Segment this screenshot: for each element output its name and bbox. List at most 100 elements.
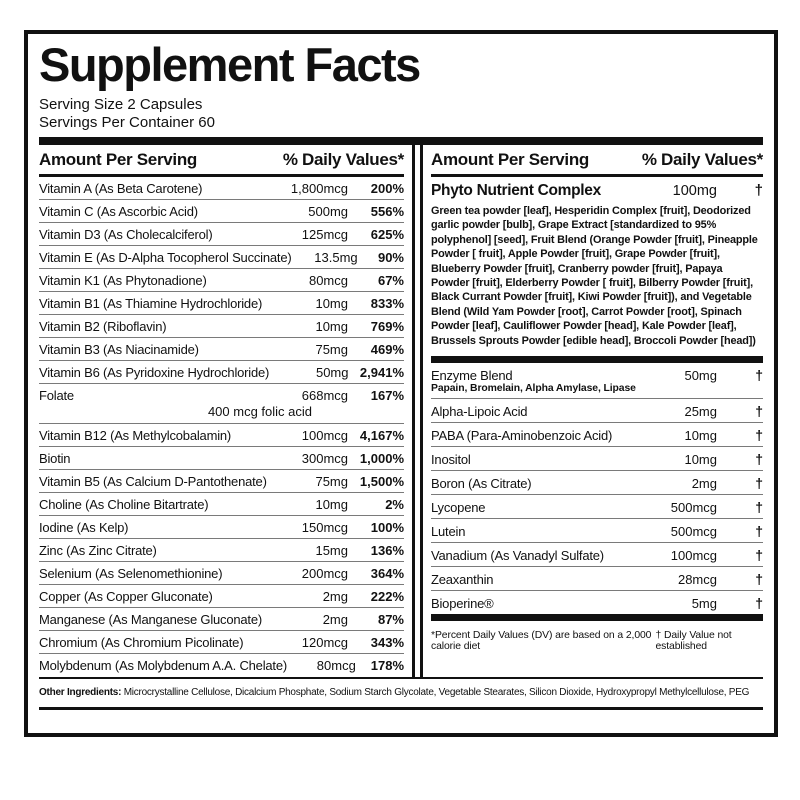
table-row: Boron (As Citrate) 2mg † bbox=[431, 470, 763, 494]
nutrient-amount: 150mcg bbox=[301, 520, 348, 535]
table-row: Enzyme Blend 50mg † Papain, Bromelain, Alph… bbox=[431, 363, 763, 398]
other-ingredients-text: Microcrystalline Cellulose, Dicalcium Ph… bbox=[121, 687, 750, 698]
nutrient-name: PABA (Para-Aminobenzoic Acid) bbox=[431, 428, 613, 444]
nutrient-daily-value: † bbox=[755, 367, 763, 384]
table-row: Bioperine® 5mg † bbox=[431, 590, 763, 614]
nutrient-daily-value: 556% bbox=[370, 204, 404, 219]
nutrient-daily-value: 178% bbox=[370, 658, 404, 673]
nutrient-name: Vitamin B3 (As Niacinamide) bbox=[39, 342, 199, 357]
nutrient-amount: 75mg bbox=[315, 342, 348, 357]
bottom-rule bbox=[39, 707, 763, 710]
nutrient-name: Biotin bbox=[39, 451, 71, 466]
footnote-row: *Percent Daily Values (DV) are based on … bbox=[431, 621, 763, 652]
nutrient-daily-value: 1,500% bbox=[359, 474, 404, 489]
nutrient-name: Vitamin E (As D-Alpha Tocopherol Succina… bbox=[39, 250, 292, 265]
nutrient-amount: 75mg bbox=[315, 474, 348, 489]
nutrient-daily-value: 87% bbox=[377, 612, 404, 627]
nutrient-amount: 100mcg bbox=[670, 548, 717, 564]
nutrient-amount: 10mg bbox=[315, 296, 348, 311]
nutrient-daily-value: † bbox=[755, 571, 763, 588]
nutrient-name: Inositol bbox=[431, 452, 471, 468]
nutrient-daily-value: 67% bbox=[377, 273, 404, 288]
nutrient-daily-value: 833% bbox=[370, 296, 404, 311]
table-row-main: Manganese (As Manganese Gluconate) 2mg 87% bbox=[39, 608, 404, 630]
nutrient-name: Chromium (As Chromium Picolinate) bbox=[39, 635, 244, 650]
nutrient-name: Lycopene bbox=[431, 500, 486, 516]
table-row-main: Choline (As Choline Bitartrate) 10mg 2% bbox=[39, 493, 404, 515]
table-row: Folate 668mcg 167% 400 mcg folic acid bbox=[39, 383, 404, 423]
nutrient-daily-value: 167% bbox=[370, 388, 404, 403]
phyto-complex-daily-value: † bbox=[754, 182, 763, 199]
table-row: Vitamin B1 (As Thiamine Hydrochloride) 10… bbox=[39, 291, 404, 314]
nutrient-amount: 200mcg bbox=[301, 566, 348, 581]
footnote-dagger: † Daily Value not established bbox=[655, 630, 732, 653]
table-row-main: Boron (As Citrate) 2mg † bbox=[431, 471, 763, 494]
nutrient-name: Vanadium (As Vanadyl Sulfate) bbox=[431, 548, 604, 564]
nutrient-amount: 120mcg bbox=[301, 635, 348, 650]
right-column-header: Amount Per Serving % Daily Values* bbox=[431, 145, 763, 177]
right-mid-divider-bar bbox=[431, 356, 763, 364]
left-column: Amount Per Serving % Daily Values* Vitam… bbox=[39, 145, 415, 677]
nutrient-daily-value: † bbox=[755, 595, 763, 612]
panel-title: Supplement Facts bbox=[39, 38, 421, 91]
right-column: Amount Per Serving % Daily Values* Phyto… bbox=[420, 145, 763, 677]
table-row-main: Vitamin A (As Beta Carotene) 1,800mcg 200% bbox=[39, 177, 404, 199]
nutrient-daily-value: † bbox=[755, 427, 763, 444]
nutrient-name: Vitamin B1 (As Thiamine Hydrochloride) bbox=[39, 296, 263, 311]
table-row: Vitamin K1 (As Phytonadione) 80mcg 67% bbox=[39, 268, 404, 291]
nutrient-amount: 125mcg bbox=[301, 227, 348, 242]
nutrient-name: Bioperine® bbox=[431, 596, 494, 612]
table-row-main: Lycopene 500mcg † bbox=[431, 495, 763, 518]
nutrient-name: Vitamin B12 (As Methylcobalamin) bbox=[39, 428, 232, 443]
table-row-main: Copper (As Copper Gluconate) 2mg 222% bbox=[39, 585, 404, 607]
nutrient-amount: 500mcg bbox=[670, 500, 717, 516]
nutrient-daily-value: 2% bbox=[385, 497, 404, 512]
table-row-main: Vitamin B6 (As Pyridoxine Hydrochloride)… bbox=[39, 361, 404, 383]
nutrient-daily-value: † bbox=[755, 547, 763, 564]
nutrient-amount: 10mg bbox=[315, 319, 348, 334]
table-row: Vitamin B5 (As Calcium D-Pantothenate) 75… bbox=[39, 469, 404, 492]
nutrient-daily-value: 100% bbox=[370, 520, 404, 535]
right-nutrient-rows: Enzyme Blend 50mg † Papain, Bromelain, Alph… bbox=[431, 363, 763, 614]
right-bottom-divider-bar bbox=[431, 614, 763, 622]
left-header-daily-values: % Daily Values* bbox=[282, 150, 404, 169]
table-row-main: PABA (Para-Aminobenzoic Acid) 10mg † bbox=[431, 423, 763, 446]
nutrient-daily-value: 136% bbox=[370, 543, 404, 558]
nutrient-amount: 10mg bbox=[684, 428, 717, 444]
nutrient-amount: 500mg bbox=[308, 204, 348, 219]
table-row-main: Vitamin K1 (As Phytonadione) 80mcg 67% bbox=[39, 269, 404, 291]
right-header-amount: Amount Per Serving bbox=[431, 150, 590, 169]
supplement-facts-panel: Supplement Facts Serving Size 2 Capsules… bbox=[24, 30, 778, 737]
nutrient-name: Folate bbox=[39, 388, 74, 403]
table-row-main: Enzyme Blend 50mg † bbox=[431, 363, 763, 386]
nutrient-name: Selenium (As Selenomethionine) bbox=[39, 566, 223, 581]
table-row-main: Chromium (As Chromium Picolinate) 120mcg 3… bbox=[39, 631, 404, 653]
table-row: Zinc (As Zinc Citrate) 15mg 136% bbox=[39, 538, 404, 561]
nutrient-daily-value: 200% bbox=[370, 181, 404, 196]
nutrient-subtext: 400 mcg folic acid bbox=[207, 404, 312, 419]
table-row: Inositol 10mg † bbox=[431, 446, 763, 470]
nutrient-amount: 80mcg bbox=[316, 658, 356, 673]
nutrient-amount: 50mg bbox=[684, 368, 717, 384]
nutrient-daily-value: 625% bbox=[370, 227, 404, 242]
nutrient-amount: 1,800mcg bbox=[290, 181, 348, 196]
nutrient-name: Lutein bbox=[431, 524, 466, 540]
table-row-main: Vitamin D3 (As Cholecalciferol) 125mcg 625… bbox=[39, 223, 404, 245]
nutrient-amount: 100mcg bbox=[301, 428, 348, 443]
table-row: Vitamin C (As Ascorbic Acid) 500mg 556% bbox=[39, 199, 404, 222]
left-header-amount: Amount Per Serving bbox=[39, 150, 198, 169]
table-row: Lutein 500mcg † bbox=[431, 518, 763, 542]
nutrient-daily-value: 769% bbox=[370, 319, 404, 334]
nutrient-daily-value: † bbox=[755, 499, 763, 516]
footnote-daily-values: *Percent Daily Values (DV) are based on … bbox=[431, 630, 652, 653]
nutrient-amount: 15mg bbox=[315, 543, 348, 558]
nutrient-amount: 300mcg bbox=[301, 451, 348, 466]
nutrient-amount: 668mcg bbox=[301, 388, 348, 403]
nutrient-name: Zinc (As Zinc Citrate) bbox=[39, 543, 157, 558]
table-row: PABA (Para-Aminobenzoic Acid) 10mg † bbox=[431, 422, 763, 446]
nutrient-name: Manganese (As Manganese Gluconate) bbox=[39, 612, 263, 627]
nutrient-amount: 10mg bbox=[684, 452, 717, 468]
nutrient-name: Choline (As Choline Bitartrate) bbox=[39, 497, 209, 512]
nutrient-daily-value: 4,167% bbox=[359, 428, 404, 443]
nutrient-name: Boron (As Citrate) bbox=[431, 476, 532, 492]
